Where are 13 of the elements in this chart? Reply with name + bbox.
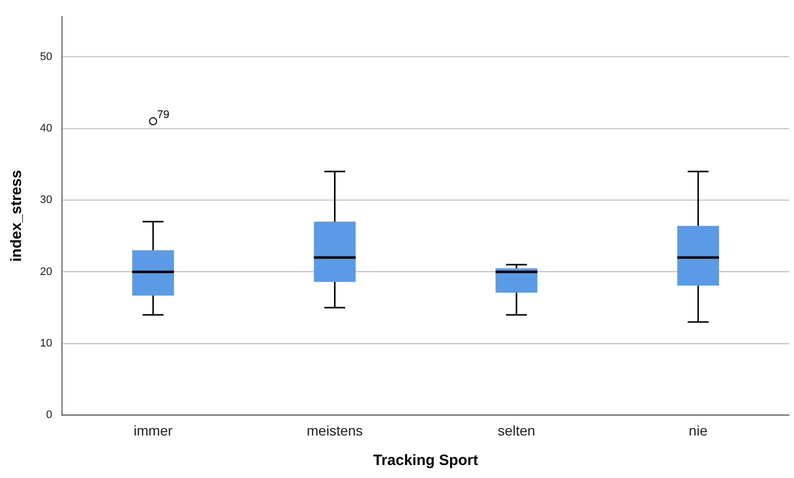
annotation: 79 (157, 108, 170, 121)
x-tick-label: selten (498, 422, 536, 438)
y-tick-label: 30 (40, 194, 52, 206)
y-axis-title: index_stress (8, 170, 26, 262)
x-tick-label: nie (688, 422, 708, 438)
x-axis-title: Tracking Sport (373, 452, 478, 470)
x-tick-label: meistens (306, 422, 363, 438)
y-tick-label: 0 (46, 409, 52, 422)
y-tick-label: 40 (40, 122, 52, 134)
y-tick-label: 50 (40, 50, 52, 63)
y-tick-label: 20 (40, 266, 52, 278)
x-tick-label: immer (134, 422, 173, 438)
y-tick-label: 10 (40, 338, 52, 350)
